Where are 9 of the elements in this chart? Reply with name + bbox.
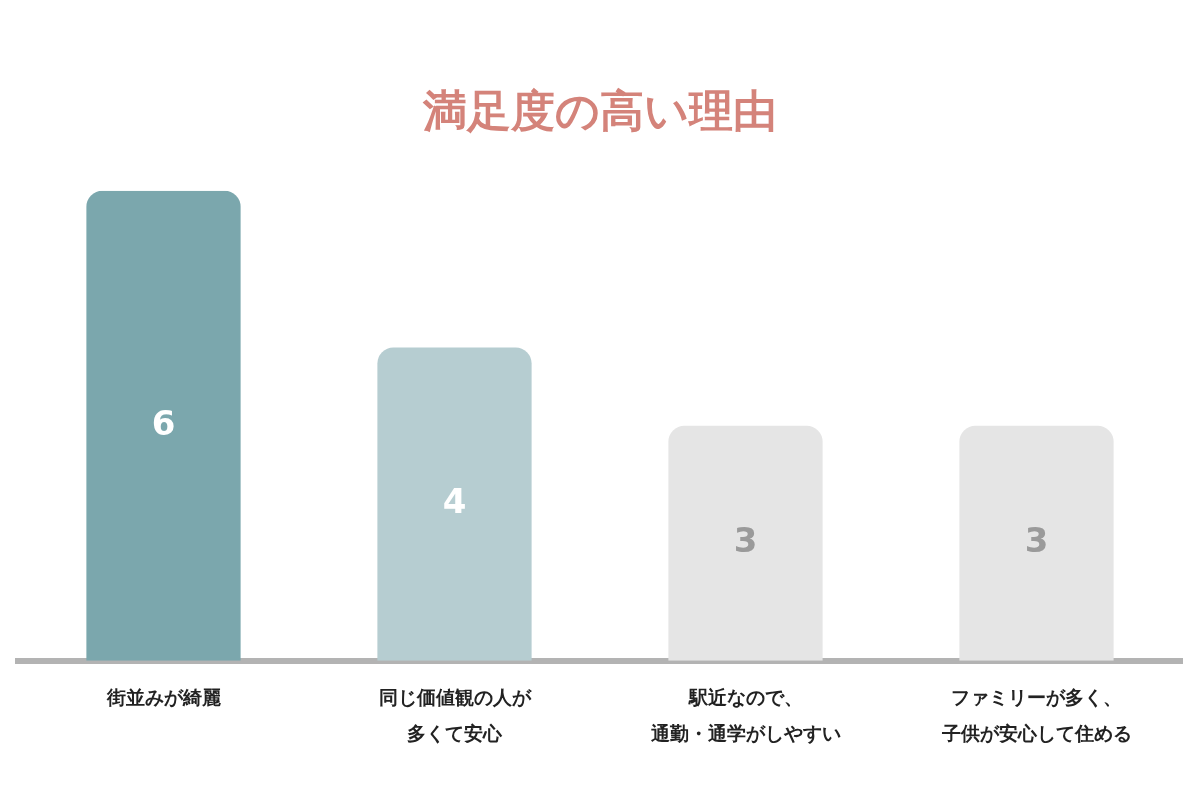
data-label: 6 [151,402,176,443]
x-tick-label: 街並みが綺麗 [105,685,221,708]
x-tick-label: ファミリーが多く、子供が安心して住める [940,685,1132,744]
data-label: 3 [733,520,758,561]
data-label: 3 [1024,520,1049,561]
x-tick-label: 同じ価値観の人が多くて安心 [378,685,532,744]
chart-title: 満足度の高い理由 [422,84,777,136]
data-label: 4 [442,480,467,521]
x-tick-label: 駅近なので、通勤・通学がしやすい [649,685,841,744]
